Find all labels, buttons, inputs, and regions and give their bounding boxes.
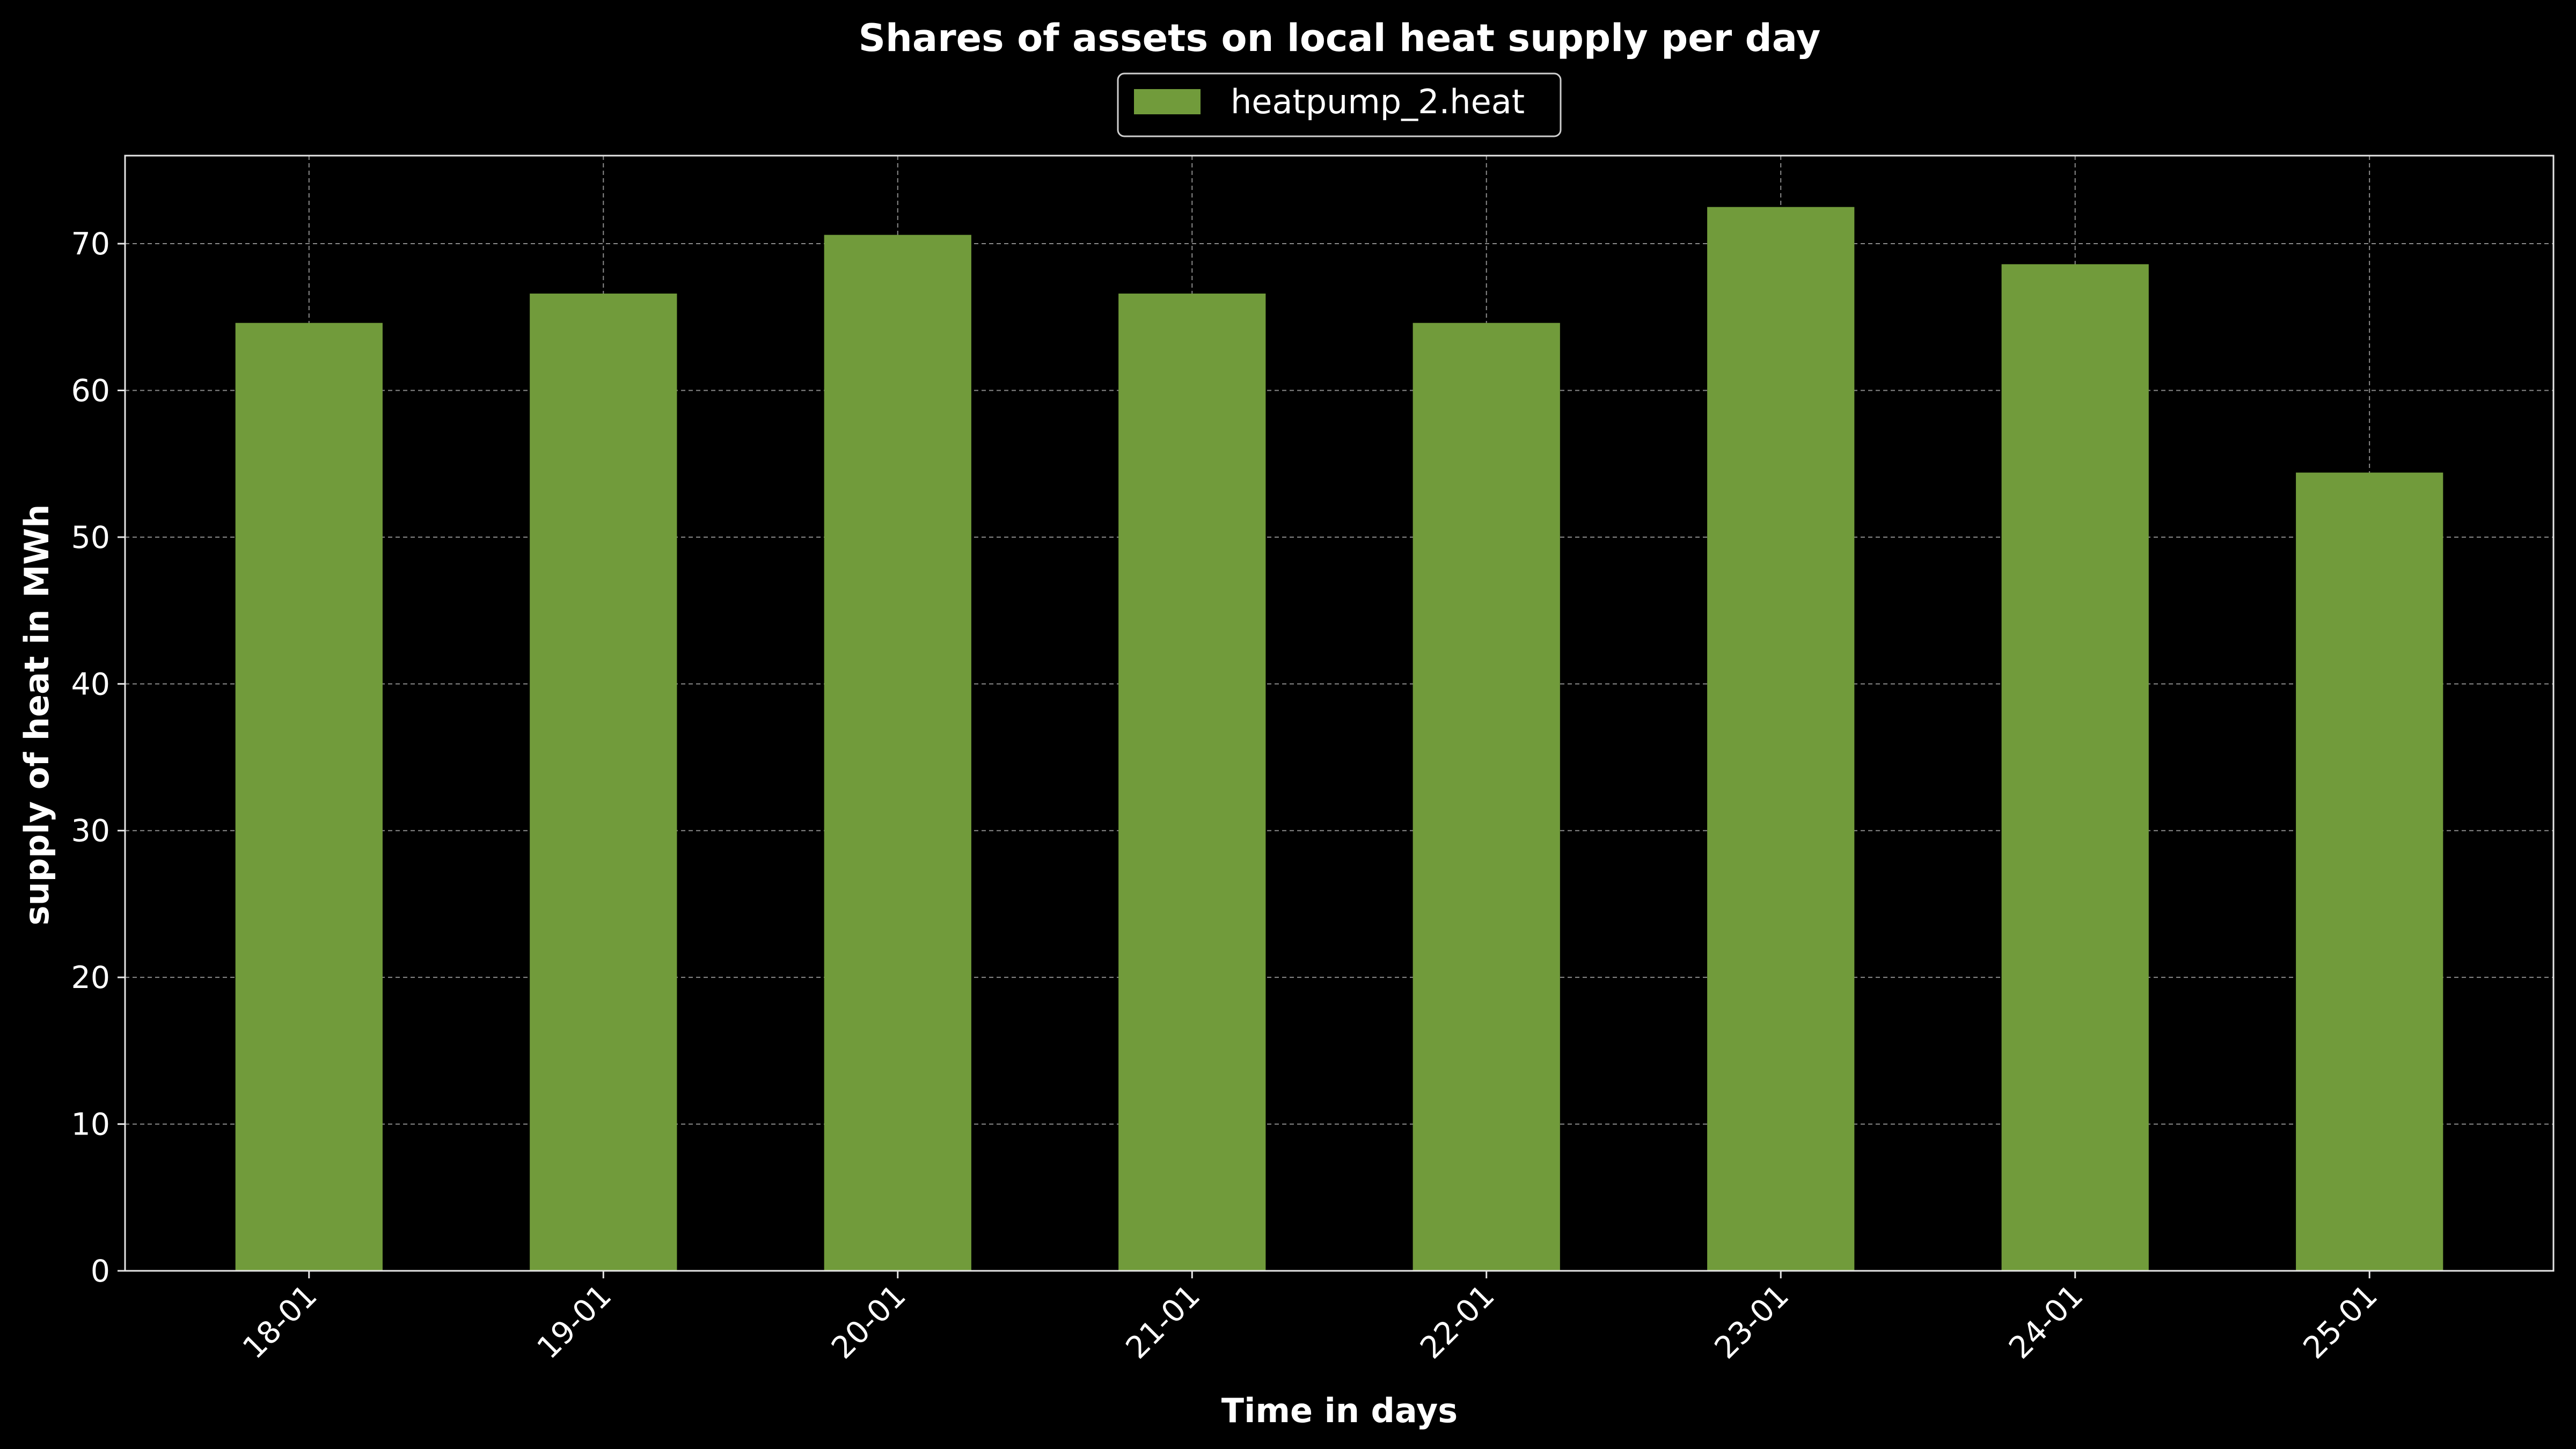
x-tick-label: 23-01 xyxy=(1708,1278,1796,1366)
y-axis-ticks: 0 10 20 30 40 50 60 70 xyxy=(71,226,125,1289)
chart-title: Shares of assets on local heat supply pe… xyxy=(859,16,1821,60)
x-tick-label: 19-01 xyxy=(530,1278,618,1366)
bar-22-01 xyxy=(1413,323,1560,1271)
legend-swatch xyxy=(1134,89,1201,114)
x-tick-label: 24-01 xyxy=(2002,1278,2090,1366)
y-tick-label: 30 xyxy=(71,814,110,849)
x-axis-ticks: 18-01 19-01 20-01 21-01 22-01 23-01 24-01 25-01 xyxy=(236,1271,2384,1366)
bar-23-01 xyxy=(1707,207,1855,1271)
y-tick-label: 20 xyxy=(71,960,110,996)
x-tick-label: 18-01 xyxy=(236,1278,324,1366)
y-tick-label: 70 xyxy=(71,226,110,262)
y-tick-label: 60 xyxy=(71,373,110,408)
bar-18-01 xyxy=(235,323,383,1271)
y-tick-label: 40 xyxy=(71,667,110,702)
x-tick-label: 20-01 xyxy=(825,1278,913,1366)
legend-label: heatpump_2.heat xyxy=(1231,82,1525,121)
y-tick-label: 50 xyxy=(71,520,110,555)
x-axis-label: Time in days xyxy=(1221,1391,1458,1430)
grid xyxy=(125,156,2553,1271)
y-axis-label: supply of heat in MWh xyxy=(17,504,56,926)
bar-24-01 xyxy=(2001,264,2149,1271)
x-tick-label: 21-01 xyxy=(1119,1278,1207,1366)
legend: heatpump_2.heat xyxy=(1117,72,1562,137)
y-tick-label: 10 xyxy=(71,1107,110,1143)
bars xyxy=(235,207,2443,1271)
bar-21-01 xyxy=(1118,294,1266,1271)
y-tick-label: 0 xyxy=(91,1254,110,1289)
bar-19-01 xyxy=(530,294,677,1271)
bar-25-01 xyxy=(2296,472,2443,1271)
x-tick-label: 22-01 xyxy=(1414,1278,1502,1366)
legend-box xyxy=(1117,72,1562,137)
bar-20-01 xyxy=(824,235,971,1271)
x-tick-label: 25-01 xyxy=(2296,1278,2384,1366)
plot-frame xyxy=(124,155,2555,1272)
